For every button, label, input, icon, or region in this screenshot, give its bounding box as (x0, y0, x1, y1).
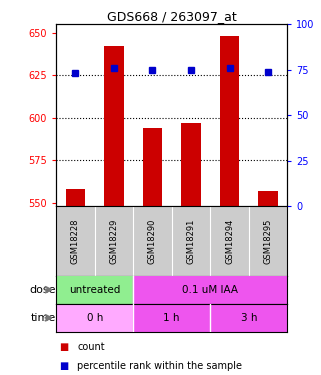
Text: 0.1 uM IAA: 0.1 uM IAA (182, 285, 238, 295)
Text: untreated: untreated (69, 285, 120, 295)
Bar (181, 123, 201, 206)
Text: percentile rank within the sample: percentile rank within the sample (77, 362, 242, 371)
Text: GSM18294: GSM18294 (225, 218, 234, 264)
Text: GSM18228: GSM18228 (71, 218, 80, 264)
Bar (133, 276, 287, 304)
Bar (133, 304, 210, 332)
Text: count: count (77, 342, 105, 352)
Bar (210, 304, 287, 332)
Text: ■: ■ (59, 362, 69, 371)
Bar (66, 189, 85, 206)
Bar (56, 276, 133, 304)
Text: time: time (31, 313, 56, 323)
Text: GSM18229: GSM18229 (109, 218, 118, 264)
Text: dose: dose (30, 285, 56, 295)
Text: 0 h: 0 h (86, 313, 103, 323)
Bar (56, 304, 133, 332)
Text: ■: ■ (59, 342, 69, 352)
Text: GSM18290: GSM18290 (148, 218, 157, 264)
Text: 1 h: 1 h (163, 313, 180, 323)
Bar (143, 128, 162, 206)
Text: GSM18295: GSM18295 (264, 218, 273, 264)
Bar (258, 191, 278, 206)
Bar (104, 46, 124, 206)
Title: GDS668 / 263097_at: GDS668 / 263097_at (107, 10, 237, 23)
Text: 3 h: 3 h (240, 313, 257, 323)
Bar (220, 36, 239, 206)
Text: GSM18291: GSM18291 (187, 218, 195, 264)
